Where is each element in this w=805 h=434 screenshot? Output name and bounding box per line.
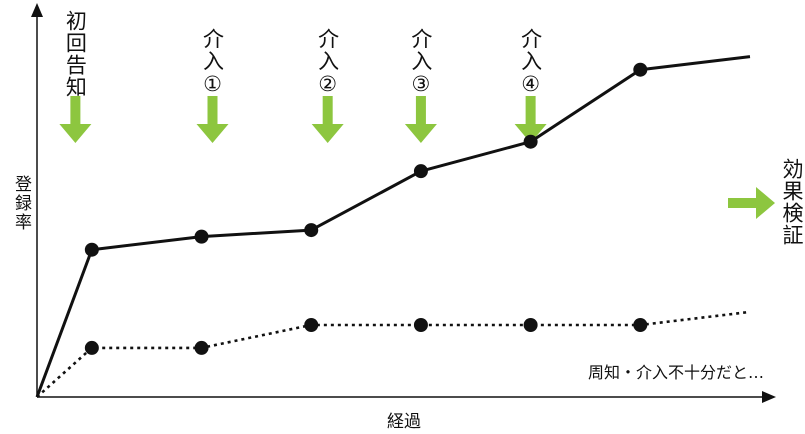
- phase-label-1: 介入①: [200, 28, 225, 97]
- series-line-1: [36, 310, 751, 398]
- phase-arrow-4: [514, 96, 547, 143]
- y-axis-label: 登録率: [11, 175, 31, 232]
- data-point-0-5: [523, 134, 538, 149]
- phase-label-4: 介入④: [518, 28, 543, 97]
- effect-arrow: [728, 187, 775, 219]
- phase-label-2: 介入②: [315, 28, 340, 97]
- data-point-0-4: [413, 164, 428, 179]
- phase-arrows: [59, 96, 547, 143]
- data-point-0-2: [194, 229, 209, 244]
- y-axis-arrowhead: [31, 3, 43, 17]
- data-point-0-6: [633, 62, 648, 77]
- phase-label-3: 介入③: [408, 28, 433, 97]
- data-point-0-1: [84, 242, 99, 257]
- phase-label-0: 初回告知: [63, 10, 88, 98]
- data-point-0-3: [304, 223, 319, 238]
- dotted-series-label: 周知・介入不十分だと…: [588, 363, 765, 382]
- axes: [31, 3, 776, 403]
- effect-label: 効果検証: [780, 158, 804, 246]
- data-point-1-6: [633, 318, 648, 332]
- phase-arrow-0: [59, 96, 92, 143]
- phase-arrow-2: [311, 96, 344, 143]
- x-axis-arrowhead: [762, 391, 776, 403]
- data-point-1-4: [413, 318, 428, 332]
- data-point-1-1: [84, 340, 99, 355]
- series-line-0: [35, 55, 751, 398]
- data-point-1-3: [304, 318, 319, 332]
- phase-arrow-3: [404, 96, 437, 143]
- x-axis-label: 経過: [387, 412, 421, 432]
- data-point-1-5: [523, 318, 538, 332]
- series-layer: [35, 55, 751, 398]
- phase-arrow-1: [196, 96, 229, 143]
- data-point-1-2: [194, 340, 209, 355]
- effect-arrow-shape: [728, 187, 775, 219]
